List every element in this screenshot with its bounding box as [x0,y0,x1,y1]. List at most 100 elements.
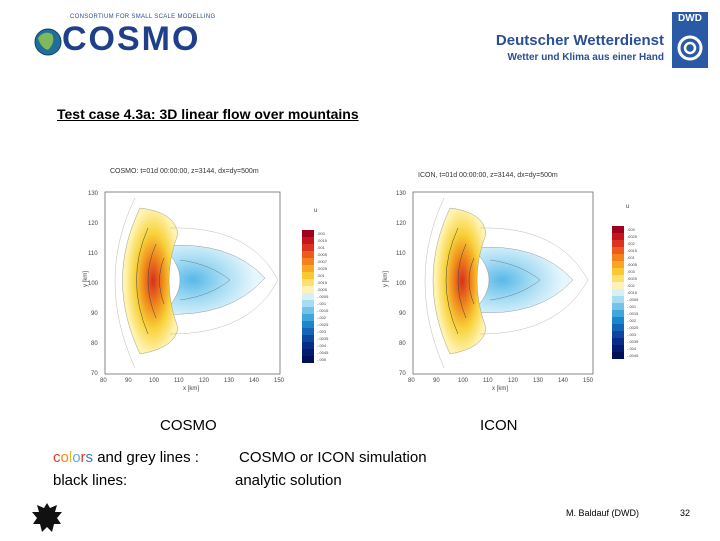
icon-x-tick: 110 [483,378,493,384]
cosmo-caption: COSMO [160,417,217,434]
eagle-emblem [30,500,64,541]
colorbar-swatch [302,328,314,335]
legend-black-desc: analytic solution [235,472,342,489]
icon-y-tick: 90 [399,311,406,317]
icon-x-tick: 80 [408,378,415,384]
cosmo-plot: COSMO: t=01d 00:00:00, z=3144, dx=dy=500… [80,168,350,398]
cosmo-x-tick: 90 [125,378,132,384]
colorbar-label: -.0035 [627,339,639,344]
dwd-swirl-icon [677,35,703,61]
dwd-label: DWD [678,13,702,24]
colorbar-swatch [302,251,314,258]
icon-y-label: y [km] [383,271,389,287]
icon-plot-title: ICON, t=01d 00:00:00, z=3144, dx=dy=500m [418,172,558,179]
colorbar-swatch [302,265,314,272]
colorbar-label: .003 [627,227,636,232]
colorbar-swatch [612,324,624,331]
colorbar-label: -.0005 [627,297,639,302]
icon-x-tick: 130 [533,378,544,384]
colorbar-label: -.0045 [627,353,639,358]
colorbar-label: .002 [627,241,636,246]
colorbar-swatch [302,258,314,265]
cosmo-plot-title: COSMO: t=01d 00:00:00, z=3144, dx=dy=500… [110,168,259,175]
cosmo-y-tick: 110 [88,251,98,257]
colorbar-label: -.0025 [627,325,639,330]
cosmo-consortium-text: CONSORTIUM FOR SMALL SCALE MODELLING [70,14,216,20]
colorbar-label: .0015 [317,238,328,243]
legend-colors-letter: s [85,449,94,466]
colorbar-swatch [612,331,624,338]
icon-x-tick: 150 [583,378,594,384]
colorbar-label: -.003 [317,329,327,334]
legend-colors-letter: o [72,449,81,466]
colorbar-label: -.004 [627,346,637,351]
colorbar-label: .0025 [627,234,638,239]
colorbar-swatch [302,356,314,363]
icon-y-tick: 130 [396,191,407,197]
colorbar-swatch [612,240,624,247]
cosmo-x-tick: 130 [224,378,235,384]
cosmo-y-tick: 100 [88,281,99,287]
cosmo-x-tick: 140 [249,378,260,384]
colorbar-swatch [612,282,624,289]
colorbar-label: .002 [627,283,636,288]
colorbar-label: -.0045 [317,350,329,355]
colorbar-label: .003 [627,269,636,274]
federal-eagle-icon [32,503,62,532]
dwd-name: Deutscher Wetterdienst [495,32,664,49]
colorbar-swatch [302,335,314,342]
legend-colors-rest: and grey lines : [93,449,199,466]
legend-colors-word: colors [53,449,93,466]
icon-x-tick: 120 [508,378,519,384]
colorbar-swatch [302,230,314,237]
cosmo-logo [22,12,207,62]
colorbar-swatch [612,345,624,352]
colorbar-label: -.0015 [317,308,329,313]
colorbar-swatch [302,237,314,244]
dwd-slogan: Wetter und Klima aus einer Hand [507,52,664,63]
colorbar-label: .0025 [317,266,328,271]
icon-colorbar: .003 .0025 .002 .0015 .001 .0005 .003 .0025 .002… [612,226,639,359]
colorbar-label: .0005 [317,252,328,257]
colorbar-label: -.0025 [317,322,329,327]
cosmo-y-tick: 120 [88,221,99,227]
cosmo-y-tick: 80 [91,341,98,347]
legend-line-colors: colors and grey lines : [53,449,199,466]
cosmo-wordmark: COSMO [62,20,201,58]
colorbar-swatch [612,233,624,240]
colorbar-swatch [302,349,314,356]
colorbar-label: -.002 [317,315,327,320]
icon-y-tick: 80 [399,341,406,347]
cosmo-plot-svg: 130 120 110 100 90 80 70 y [km] 80 90 10… [83,191,329,392]
colorbar-swatch [302,307,314,314]
colorbar-swatch [302,300,314,307]
icon-caption: ICON [480,417,518,434]
colorbar-label: .001 [317,245,326,250]
colorbar-swatch [612,275,624,282]
colorbar-swatch [302,314,314,321]
colorbar-swatch [302,272,314,279]
colorbar-label: -.001 [317,301,327,306]
colorbar-swatch [612,338,624,345]
colorbar-label: -.0015 [627,311,639,316]
icon-y-tick: 120 [396,221,407,227]
cosmo-colorbar-var: u [314,208,317,214]
cosmo-x-tick: 100 [149,378,160,384]
cosmo-y-tick: 70 [91,371,98,377]
colorbar-swatch [612,310,624,317]
icon-x-label: x [km] [492,386,508,392]
colorbar-swatch [612,352,624,359]
colorbar-swatch [302,321,314,328]
footer-page-number: 32 [680,508,691,518]
colorbar-swatch [612,289,624,296]
slide-title: Test case 4.3a: 3D linear flow over moun… [57,106,359,122]
cosmo-x-label: x [km] [183,386,199,392]
colorbar-swatch [612,254,624,261]
legend-colors-desc: COSMO or ICON simulation [239,449,427,466]
colorbar-label: -.005 [317,357,327,362]
colorbar-swatch [612,317,624,324]
cosmo-x-tick: 80 [100,378,107,384]
colorbar-swatch [302,279,314,286]
legend-colors-letter: r [80,449,86,466]
icon-y-tick: 110 [396,251,406,257]
